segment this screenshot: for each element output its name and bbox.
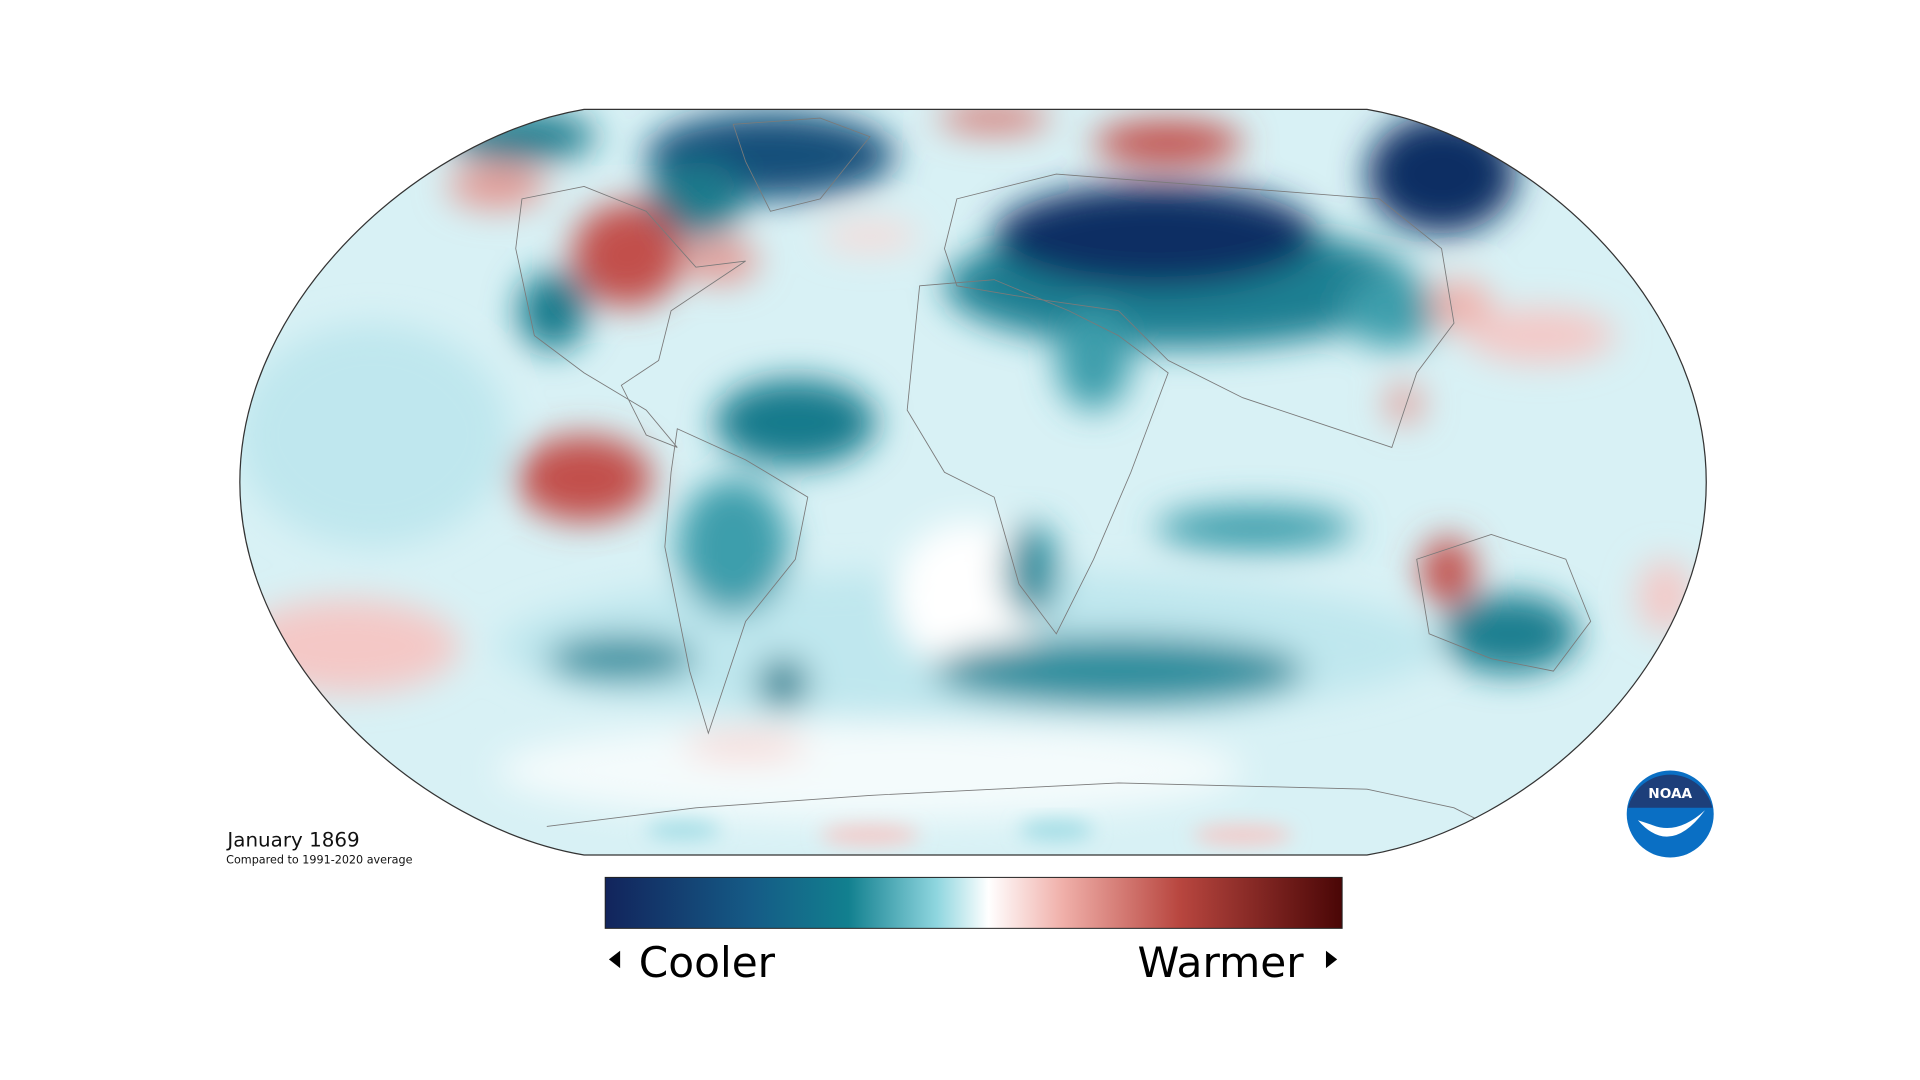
anomaly-map (239, 109, 1707, 856)
warmer-label: Warmer (1137, 938, 1304, 987)
map-subtitle: Compared to 1991-2020 average (226, 854, 412, 867)
warmer-arrow (1325, 950, 1338, 969)
logo-text: NOAA (1648, 786, 1692, 802)
coastlines (515, 117, 1592, 827)
cooler-arrow (608, 950, 621, 969)
map-border (239, 108, 1707, 856)
antarctic-noise (646, 820, 1293, 846)
cooler-label: Cooler (639, 938, 776, 987)
color-bar (604, 876, 1343, 929)
map-title: January 1869 (225, 828, 359, 851)
noaa-logo: NOAA (1626, 770, 1714, 858)
